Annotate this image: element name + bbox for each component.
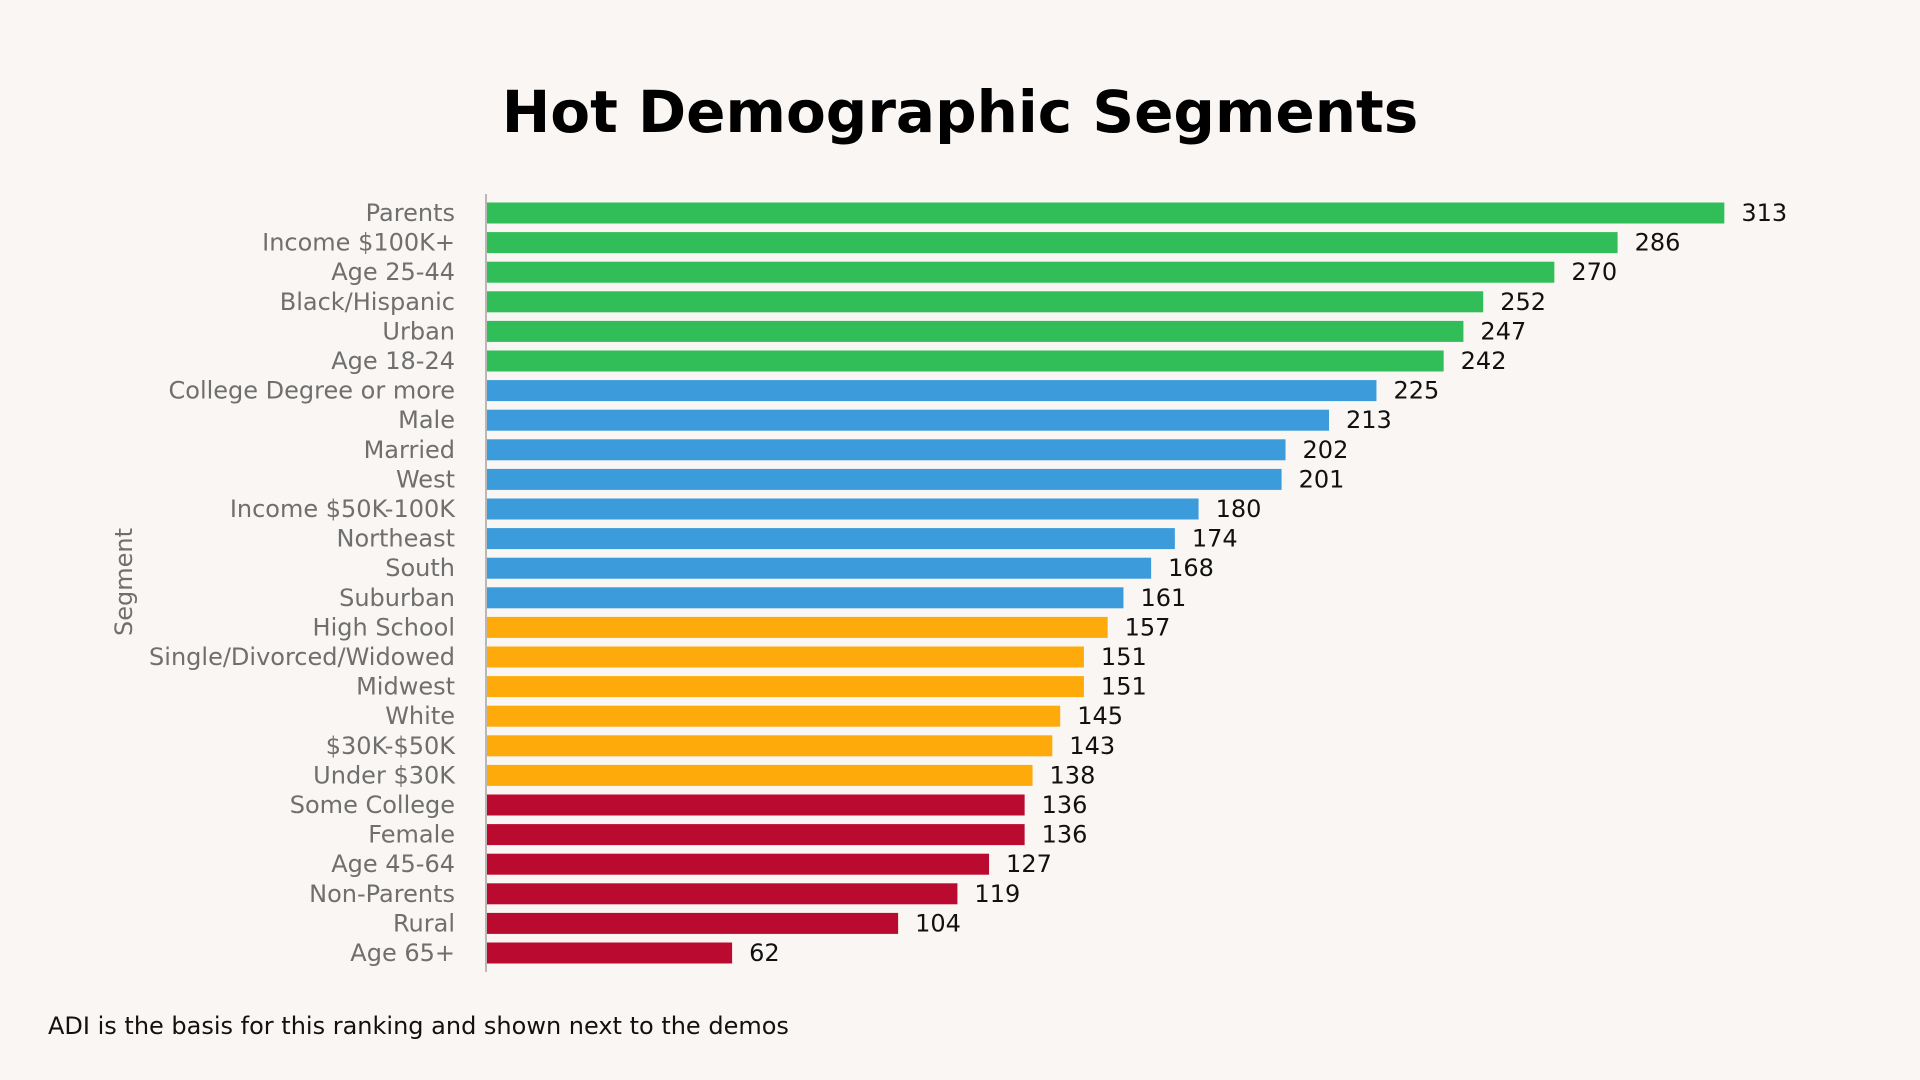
category-label-under-30k: Under $30K	[313, 761, 456, 789]
category-label-30k-50k: $30K-$50K	[326, 732, 456, 760]
category-label-high-school: High School	[313, 613, 455, 641]
category-label-age-25-44: Age 25-44	[331, 258, 455, 286]
category-label-some-college: Some College	[290, 791, 455, 819]
bar-age-18-24	[487, 350, 1444, 372]
bar-northeast	[487, 528, 1175, 550]
category-label-single-divorced-widowed: Single/Divorced/Widowed	[149, 643, 455, 671]
category-label-income-50k-100k: Income $50K-100K	[230, 495, 456, 523]
value-label-income-100k: 286	[1635, 229, 1681, 257]
value-label-30k-50k: 143	[1069, 732, 1115, 760]
category-label-non-parents: Non-Parents	[309, 880, 455, 908]
value-label-west: 201	[1299, 465, 1345, 493]
value-label-white: 145	[1077, 702, 1123, 730]
bar-white	[487, 705, 1061, 727]
value-label-urban: 247	[1480, 317, 1526, 345]
chart-title: Hot Demographic Segments	[501, 78, 1419, 146]
bar-urban	[487, 320, 1464, 342]
category-label-age-45-64: Age 45-64	[331, 850, 455, 878]
category-label-income-100k: Income $100K+	[262, 229, 455, 257]
category-label-south: South	[385, 554, 455, 582]
bar-south	[487, 557, 1152, 579]
category-label-age-65: Age 65+	[350, 939, 455, 967]
bar-single-divorced-widowed	[487, 646, 1084, 668]
bar-income-100k	[487, 232, 1618, 254]
bar-parents	[487, 202, 1725, 224]
value-label-parents: 313	[1741, 199, 1787, 227]
bar-30k-50k	[487, 735, 1053, 757]
value-label-some-college: 136	[1042, 791, 1088, 819]
value-label-northeast: 174	[1192, 525, 1238, 553]
value-label-under-30k: 138	[1050, 761, 1096, 789]
bar-high-school	[487, 616, 1108, 638]
category-label-female: Female	[368, 821, 455, 849]
value-label-married: 202	[1303, 436, 1349, 464]
category-label-married: Married	[364, 436, 455, 464]
bar-age-65	[487, 942, 733, 964]
category-label-black-hispanic: Black/Hispanic	[280, 288, 455, 316]
bar-under-30k	[487, 764, 1033, 786]
category-label-urban: Urban	[382, 317, 455, 345]
value-label-age-25-44: 270	[1571, 258, 1617, 286]
bar-rural	[487, 912, 899, 934]
category-label-male: Male	[398, 406, 455, 434]
bar-male	[487, 409, 1330, 431]
value-label-male: 213	[1346, 406, 1392, 434]
footnote: ADI is the basis for this ranking and sh…	[48, 1012, 789, 1040]
value-label-age-65: 62	[749, 939, 780, 967]
bar-married	[487, 439, 1286, 461]
bar-some-college	[487, 794, 1025, 816]
bar-west	[487, 468, 1282, 490]
category-label-midwest: Midwest	[356, 673, 455, 701]
category-label-suburban: Suburban	[339, 584, 455, 612]
bar-black-hispanic	[487, 291, 1484, 313]
value-label-college-degree-or-more: 225	[1393, 377, 1439, 405]
category-label-age-18-24: Age 18-24	[331, 347, 455, 375]
y-axis-title: Segment	[110, 528, 138, 636]
bar-college-degree-or-more	[487, 380, 1377, 402]
value-label-female: 136	[1042, 821, 1088, 849]
bar-age-25-44	[487, 261, 1555, 283]
category-label-white: White	[385, 702, 455, 730]
bar-non-parents	[487, 883, 958, 905]
category-label-college-degree-or-more: College Degree or more	[169, 377, 456, 405]
value-label-midwest: 151	[1101, 673, 1147, 701]
value-label-single-divorced-widowed: 151	[1101, 643, 1147, 671]
value-label-rural: 104	[915, 909, 961, 937]
value-label-high-school: 157	[1125, 613, 1171, 641]
bar-suburban	[487, 587, 1124, 609]
bar-income-50k-100k	[487, 498, 1199, 520]
bar-midwest	[487, 676, 1084, 698]
value-label-age-45-64: 127	[1006, 850, 1052, 878]
category-label-northeast: Northeast	[336, 525, 455, 553]
category-label-rural: Rural	[393, 909, 455, 937]
category-label-west: West	[396, 465, 455, 493]
value-label-black-hispanic: 252	[1500, 288, 1546, 316]
bar-female	[487, 824, 1025, 846]
value-label-age-18-24: 242	[1461, 347, 1507, 375]
category-label-parents: Parents	[366, 199, 455, 227]
bar-age-45-64	[487, 853, 990, 875]
value-label-non-parents: 119	[974, 880, 1020, 908]
value-label-income-50k-100k: 180	[1216, 495, 1262, 523]
value-label-south: 168	[1168, 554, 1214, 582]
value-label-suburban: 161	[1140, 584, 1186, 612]
